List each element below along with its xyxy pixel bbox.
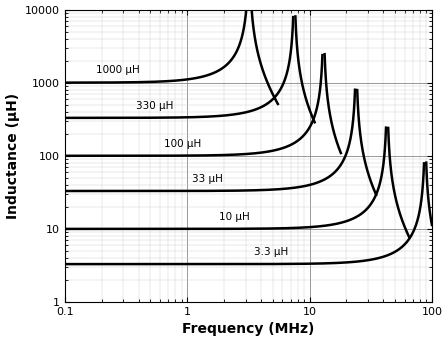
Text: 10 μH: 10 μH [219,212,249,222]
Text: 33 μH: 33 μH [192,174,223,184]
Text: 330 μH: 330 μH [136,101,173,111]
Text: 100 μH: 100 μH [164,139,202,149]
Text: 1000 μH: 1000 μH [96,65,140,75]
Text: 3.3 μH: 3.3 μH [254,247,288,257]
X-axis label: Frequency (MHz): Frequency (MHz) [182,323,314,337]
Y-axis label: Inductance (μH): Inductance (μH) [5,93,20,219]
